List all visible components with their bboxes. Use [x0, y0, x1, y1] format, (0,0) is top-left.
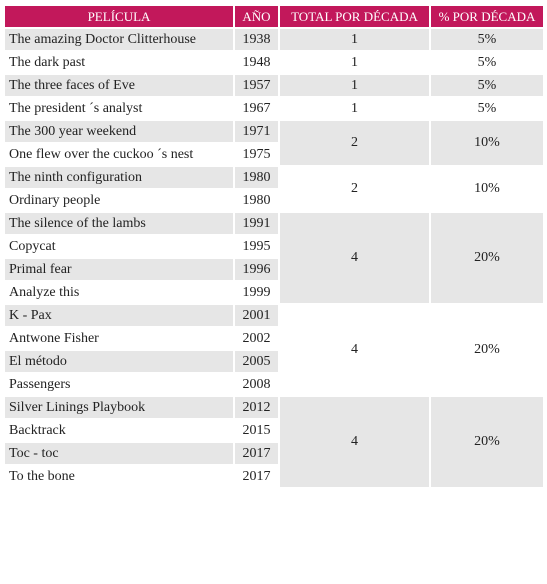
film-year: 1948 — [233, 50, 280, 75]
header-cell: TOTAL POR DÉCADA — [278, 4, 431, 29]
film-row: The president ´s analyst 1967 1 5% — [3, 96, 545, 121]
films-table: PELÍCULA AÑO TOTAL POR DÉCADA% POR DÉCADA … — [3, 4, 545, 489]
film-title: Toc - toc — [3, 441, 235, 466]
film-title: The three faces of Eve — [3, 73, 235, 98]
decade-total: 4 — [278, 211, 431, 305]
film-year: 1967 — [233, 96, 280, 121]
film-row: To the bone 2017 — [3, 464, 544, 489]
film-title: Analyze this — [3, 280, 235, 305]
header-cell: % POR DÉCADA — [429, 4, 545, 29]
film-row: Silver Linings Playbook 2012 4 20% — [3, 395, 545, 489]
film-year: 2001 — [233, 303, 280, 328]
decade-percent: 5% — [429, 50, 545, 75]
decade-total: 1 — [278, 73, 431, 98]
decade-percent: 20% — [429, 211, 545, 305]
film-title: Silver Linings Playbook — [3, 395, 235, 420]
decade-total: 1 — [278, 50, 431, 75]
film-title: The ninth configuration — [3, 165, 235, 190]
decade-percent: 5% — [429, 96, 545, 121]
table-header: PELÍCULA AÑO TOTAL POR DÉCADA% POR DÉCADA — [3, 4, 545, 29]
film-row: Ordinary people 1980 — [3, 188, 544, 213]
film-year: 1999 — [233, 280, 280, 305]
film-row: Passengers 2008 — [3, 372, 544, 397]
header-row: PELÍCULA AÑO TOTAL POR DÉCADA% POR DÉCADA — [3, 4, 545, 29]
decade-total: 2 — [278, 119, 431, 167]
film-row: The ninth configuration 1980 2 10% — [3, 165, 545, 213]
decade-total: 4 — [278, 395, 431, 489]
decade-percent: 20% — [429, 395, 545, 489]
film-title: To the bone — [3, 464, 235, 489]
film-year: 1975 — [233, 142, 280, 167]
film-year: 1980 — [233, 165, 280, 190]
film-year: 1991 — [233, 211, 280, 236]
decade-percent: 20% — [429, 303, 545, 397]
film-title: The dark past — [3, 50, 235, 75]
decade-percent: 10% — [429, 119, 545, 167]
film-year: 1971 — [233, 119, 280, 144]
film-title: The amazing Doctor Clitterhouse — [3, 27, 235, 52]
film-row: One flew over the cuckoo ´s nest 1975 — [3, 142, 544, 167]
film-row: The three faces of Eve 1957 1 5% — [3, 73, 545, 98]
decade-total: 2 — [278, 165, 431, 213]
film-year: 2012 — [233, 395, 280, 420]
film-year: 2017 — [233, 464, 280, 489]
decade-percent: 5% — [429, 73, 545, 98]
film-year: 2005 — [233, 349, 280, 374]
table-body: The amazing Doctor Clitterhouse 1938 1 5% Th… — [3, 27, 545, 489]
film-row: The silence of the lambs 1991 4 20% — [3, 211, 545, 305]
decade-total: 4 — [278, 303, 431, 397]
film-title: The president ´s analyst — [3, 96, 235, 121]
header-cell: AÑO — [233, 4, 280, 29]
film-year: 1980 — [233, 188, 280, 213]
film-row: Copycat 1995 — [3, 234, 544, 259]
film-row: Analyze this 1999 — [3, 280, 544, 305]
film-row: K - Pax 2001 4 20% — [3, 303, 545, 397]
header-cell: PELÍCULA — [3, 4, 235, 29]
film-year: 1938 — [233, 27, 280, 52]
film-title: The 300 year weekend — [3, 119, 235, 144]
film-title: Primal fear — [3, 257, 235, 282]
film-year: 1957 — [233, 73, 280, 98]
film-year: 1996 — [233, 257, 280, 282]
film-title: Copycat — [3, 234, 235, 259]
film-row: The 300 year weekend 1971 2 10% — [3, 119, 545, 167]
film-year: 2017 — [233, 441, 280, 466]
film-row: The dark past 1948 1 5% — [3, 50, 545, 75]
film-title: Antwone Fisher — [3, 326, 235, 351]
film-year: 2008 — [233, 372, 280, 397]
film-row: Backtrack 2015 — [3, 418, 544, 443]
film-row: Primal fear 1996 — [3, 257, 544, 282]
film-title: One flew over the cuckoo ´s nest — [3, 142, 235, 167]
film-row: El método 2005 — [3, 349, 544, 374]
film-row: The amazing Doctor Clitterhouse 1938 1 5% — [3, 27, 545, 52]
film-year: 1995 — [233, 234, 280, 259]
film-title: Passengers — [3, 372, 235, 397]
film-title: The silence of the lambs — [3, 211, 235, 236]
decade-percent: 10% — [429, 165, 545, 213]
film-title: K - Pax — [3, 303, 235, 328]
decade-percent: 5% — [429, 27, 545, 52]
decade-total: 1 — [278, 27, 431, 52]
film-title: Ordinary people — [3, 188, 235, 213]
film-year: 2002 — [233, 326, 280, 351]
film-row: Antwone Fisher 2002 — [3, 326, 544, 351]
film-title: El método — [3, 349, 235, 374]
film-row: Toc - toc 2017 — [3, 441, 544, 466]
decade-total: 1 — [278, 96, 431, 121]
film-title: Backtrack — [3, 418, 235, 443]
film-year: 2015 — [233, 418, 280, 443]
